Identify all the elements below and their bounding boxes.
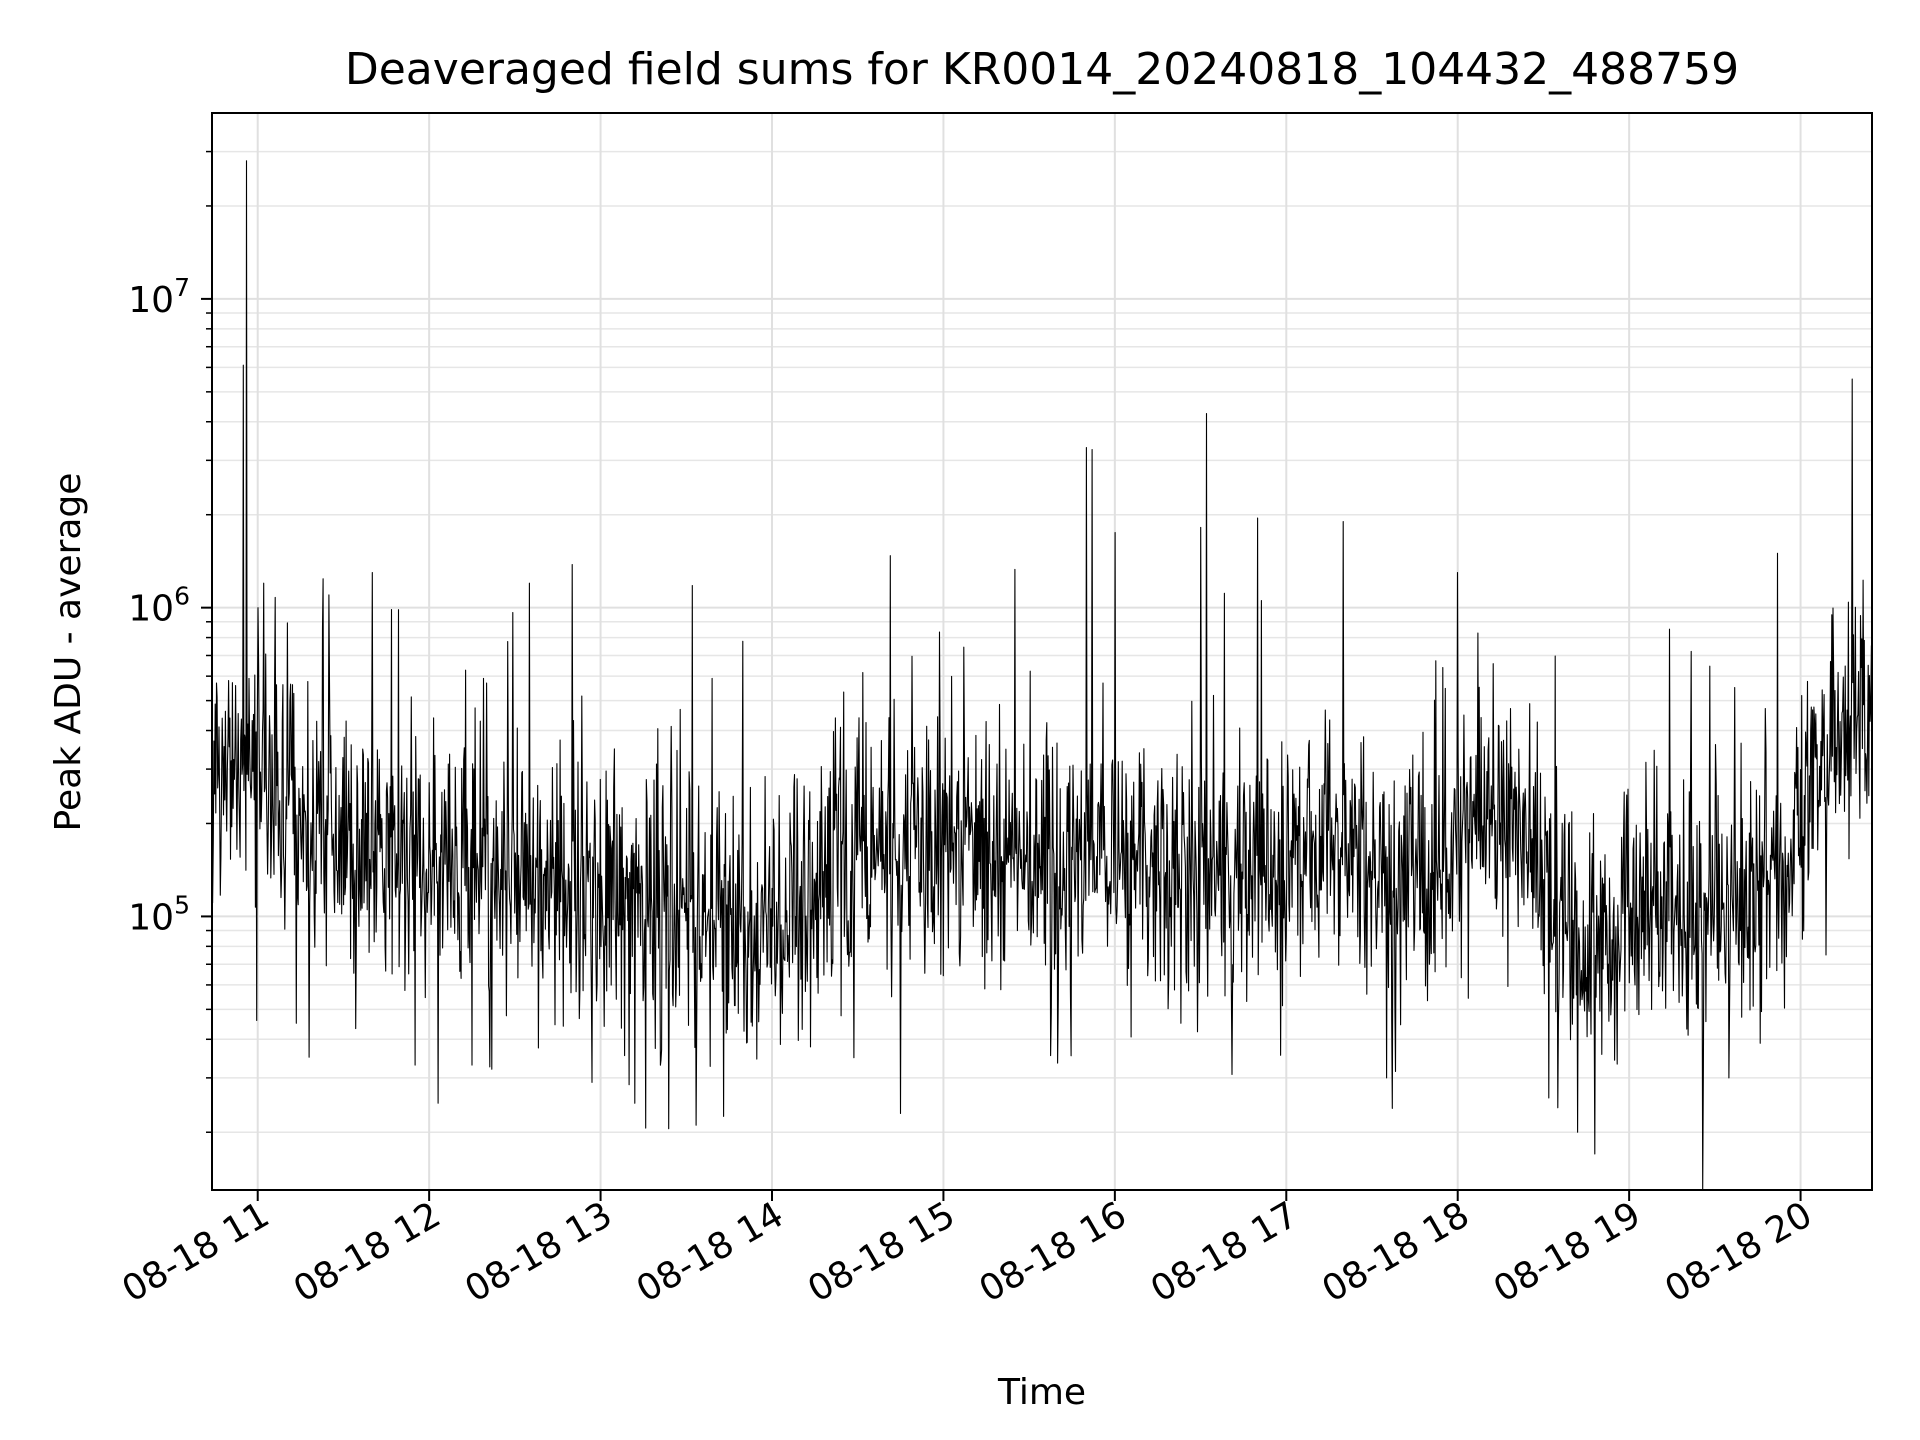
y-tick-label: 107: [128, 273, 190, 321]
y-tick-label: 106: [128, 582, 190, 630]
chart-title: Deaveraged field sums for KR0014_2024081…: [345, 44, 1739, 95]
y-axis: 105 106 107: [128, 150, 212, 1133]
x-axis-title: Time: [997, 1372, 1086, 1413]
series: [211, 160, 1873, 1191]
plot-frame: [211, 112, 1873, 1191]
y-tick-label: 105: [128, 890, 190, 938]
grid: [212, 113, 1872, 1190]
series-line: [211, 160, 1873, 1191]
y-axis-title: Peak ADU - average: [48, 473, 89, 832]
